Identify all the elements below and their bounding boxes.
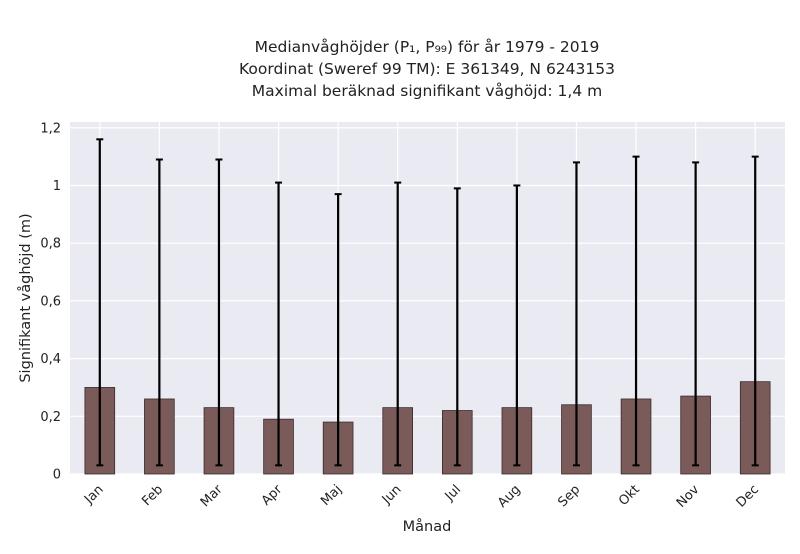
x-tick-label: Sep <box>555 482 583 510</box>
x-tick-label: Feb <box>139 482 166 509</box>
error-bar-jun <box>394 181 402 467</box>
y-axis-label: Signifikant våghöjd (m) <box>17 213 34 382</box>
x-tick-label: Jul <box>442 482 464 504</box>
x-tick-label: Apr <box>259 482 286 509</box>
x-tick-label: Okt <box>616 482 643 509</box>
error-bar-sep <box>572 161 580 467</box>
error-bar-okt <box>632 155 640 467</box>
title-line-3: Maximal beräknad signifikant våghöjd: 1,… <box>252 82 602 100</box>
y-tick-label: 1,2 <box>40 121 61 136</box>
error-bar-jan <box>96 138 104 467</box>
x-tick-label: Maj <box>318 482 345 509</box>
y-tick-label: 0,8 <box>40 237 61 252</box>
y-tick-label: 0,4 <box>40 352 61 367</box>
x-tick-label: Aug <box>495 482 524 511</box>
x-axis-label: Månad <box>403 518 452 535</box>
error-bar-nov <box>692 161 700 467</box>
y-tick-label: 0,6 <box>40 294 61 309</box>
x-tick-label: Mar <box>198 482 226 510</box>
error-bar-dec <box>751 155 759 467</box>
x-tick-label: Jan <box>81 482 106 507</box>
title-line-2: Koordinat (Sweref 99 TM): E 361349, N 62… <box>239 60 615 78</box>
error-bar-apr <box>275 181 283 467</box>
x-tick-label: Nov <box>674 482 703 511</box>
y-tick-label: 1 <box>53 179 61 194</box>
error-bar-maj <box>334 193 342 467</box>
chart-title: Medianvåghöjder (P₁, P₉₉) för år 1979 - … <box>239 38 615 100</box>
y-tick-label: 0 <box>53 468 61 483</box>
title-line-1: Medianvåghöjder (P₁, P₉₉) för år 1979 - … <box>255 38 600 56</box>
y-axis-ticks: 0 0,2 0,4 0,6 0,8 1 1,2 <box>40 121 61 482</box>
y-tick-label: 0,2 <box>40 410 61 425</box>
x-axis-ticks: Jan Feb Mar Apr Maj Jun Jul Aug Sep Okt Nov Dec <box>81 482 762 511</box>
plot-area <box>70 122 785 474</box>
error-bar-mar <box>215 158 223 467</box>
x-tick-label: Dec <box>734 482 762 510</box>
error-bar-feb <box>155 158 163 467</box>
error-bars <box>96 138 759 467</box>
error-bar-aug <box>513 184 521 467</box>
error-bar-jul <box>453 187 461 467</box>
x-tick-label: Jun <box>379 482 405 508</box>
